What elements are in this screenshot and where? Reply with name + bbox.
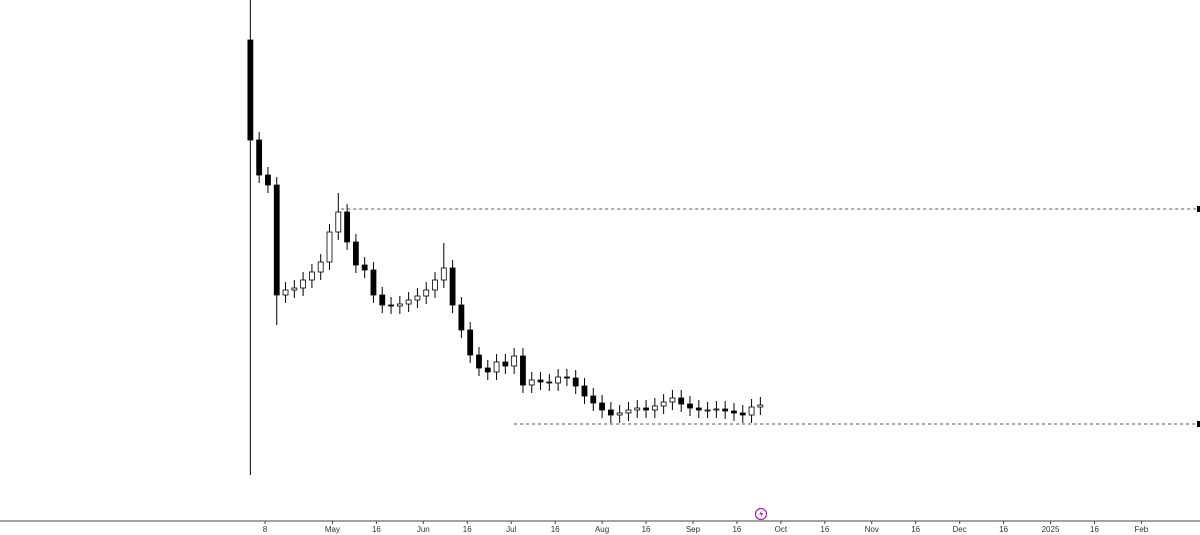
candle-body [335, 211, 342, 233]
x-tick-label: 16 [999, 525, 1008, 534]
candle-body [590, 395, 597, 404]
candle-body [528, 379, 535, 386]
candle-body [370, 269, 377, 296]
candle-body [607, 409, 614, 416]
candle-body [616, 412, 623, 416]
candle-body [581, 385, 588, 397]
candle-body [757, 404, 764, 408]
candle-body [511, 355, 518, 367]
candle-body [502, 361, 509, 367]
candle-body [634, 407, 641, 411]
candle-body [669, 397, 676, 403]
x-tick-label: 16 [1090, 525, 1099, 534]
candle-body [326, 231, 333, 263]
candle-body [256, 139, 263, 176]
candle-body [520, 355, 526, 386]
candle-body [572, 377, 579, 387]
x-tick-label: 16 [820, 525, 829, 534]
x-tick-label: 16 [732, 525, 741, 534]
candle-body [291, 287, 298, 291]
candle-body [458, 304, 465, 331]
candle-body [599, 402, 605, 411]
candle-body [678, 397, 685, 405]
x-tick-label: May [325, 525, 340, 534]
candle-body [352, 241, 359, 266]
level-marker [1197, 421, 1200, 427]
x-tick-label: Nov [865, 525, 879, 534]
x-tick-label: Jun [417, 525, 430, 534]
candle-body [467, 329, 474, 356]
candle-body [739, 412, 746, 416]
candle-body [722, 408, 729, 412]
x-tick-label: Dec [953, 525, 967, 534]
candle-body [687, 403, 693, 409]
x-tick-label: 8 [263, 525, 268, 534]
candle-body [713, 408, 720, 411]
candle-body [247, 39, 254, 141]
x-tick-label: 16 [642, 525, 651, 534]
candle-body [432, 279, 438, 291]
x-tick-label: 16 [551, 525, 560, 534]
x-tick-label: 16 [911, 525, 920, 534]
candle-body [449, 267, 456, 306]
candle-body [309, 271, 315, 281]
candle-body [282, 289, 289, 296]
x-tick-label: 2025 [1042, 525, 1060, 534]
candle-body [423, 289, 430, 297]
candle-body [388, 304, 394, 307]
candle-body [361, 264, 368, 271]
candle-body [731, 410, 737, 414]
candle-body [396, 303, 403, 307]
candle-body [379, 294, 386, 306]
candle-body [651, 405, 658, 411]
x-tick-label: Oct [775, 525, 788, 534]
candle-body [555, 376, 562, 384]
candle-body [704, 409, 711, 412]
candle-body [537, 379, 544, 383]
candle-body [300, 279, 307, 289]
x-tick-label: Feb [1134, 525, 1148, 534]
candle-body [414, 295, 421, 301]
candle-body [695, 407, 702, 411]
candle-body [493, 361, 500, 373]
candle-body [440, 267, 447, 281]
x-tick-label: 16 [372, 525, 381, 534]
candle-body [273, 184, 280, 296]
candle-body [625, 409, 632, 414]
x-tick-label: Jul [506, 525, 516, 534]
candle-body [748, 406, 755, 416]
candle-body [546, 381, 553, 384]
candle-body [344, 211, 350, 243]
candle-body [476, 354, 482, 369]
x-tick-label: Aug [595, 525, 609, 534]
x-tick-label: Sep [686, 525, 701, 534]
event-icon[interactable] [754, 507, 768, 521]
candle-body [643, 407, 649, 411]
level-marker [1197, 206, 1200, 212]
candle-body [660, 401, 667, 407]
x-tick-label: 16 [463, 525, 472, 534]
candle-body [405, 299, 412, 305]
candle-body [484, 367, 491, 373]
candle-body [265, 174, 271, 186]
candle-body [564, 376, 570, 379]
candle-body [317, 261, 324, 273]
